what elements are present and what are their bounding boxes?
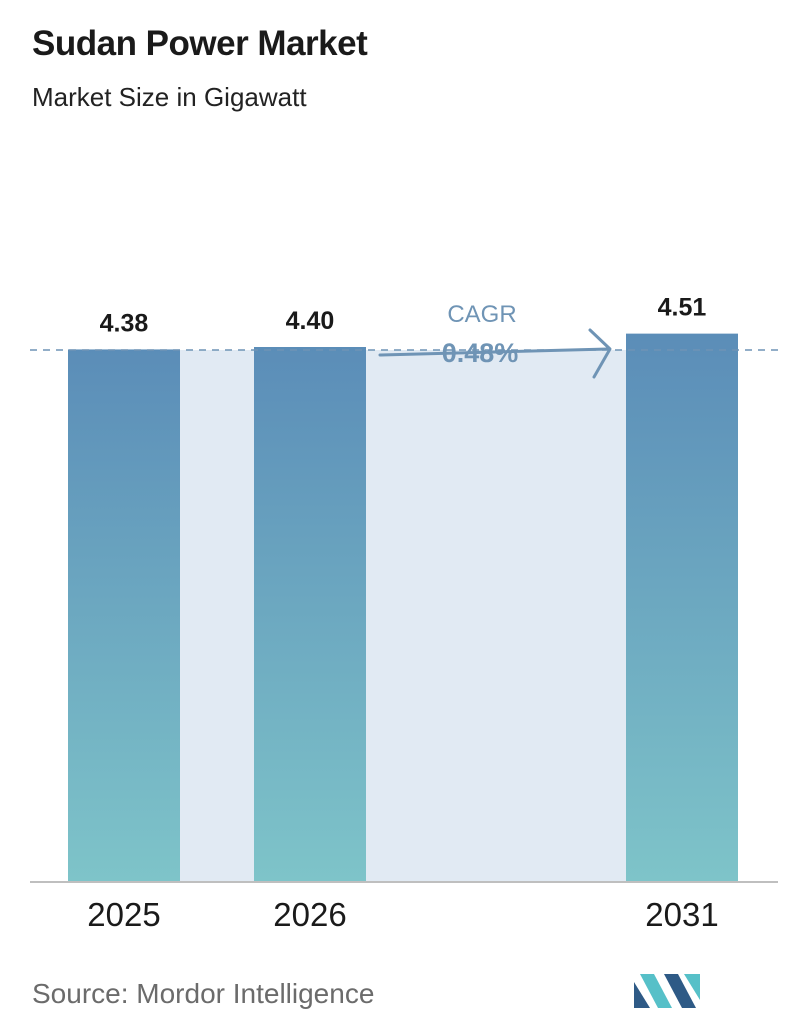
x-tick-label-2026: 2026 bbox=[273, 896, 346, 933]
value-label-2031: 4.51 bbox=[658, 294, 707, 322]
page-subtitle: Market Size in Gigawatt bbox=[32, 82, 307, 112]
cagr-arrow-shaft bbox=[378, 347, 610, 357]
bar-2026 bbox=[254, 347, 366, 882]
x-tick-label-2031: 2031 bbox=[645, 896, 718, 933]
bar-2031 bbox=[626, 333, 738, 882]
bar-2025 bbox=[68, 349, 180, 882]
x-tick-label-2025: 2025 bbox=[87, 896, 160, 933]
cagr-label: CAGR bbox=[447, 301, 516, 328]
gap-band-1 bbox=[180, 350, 254, 882]
page-title: Sudan Power Market bbox=[32, 24, 368, 63]
value-label-2025: 4.38 bbox=[100, 309, 149, 337]
mordor-intelligence-logo-icon bbox=[634, 974, 700, 1008]
value-label-2026: 4.40 bbox=[286, 307, 335, 335]
cagr-arrow-head bbox=[588, 328, 612, 379]
gap-band-2 bbox=[366, 350, 626, 882]
source-text: Source: Mordor Intelligence bbox=[32, 978, 375, 1009]
